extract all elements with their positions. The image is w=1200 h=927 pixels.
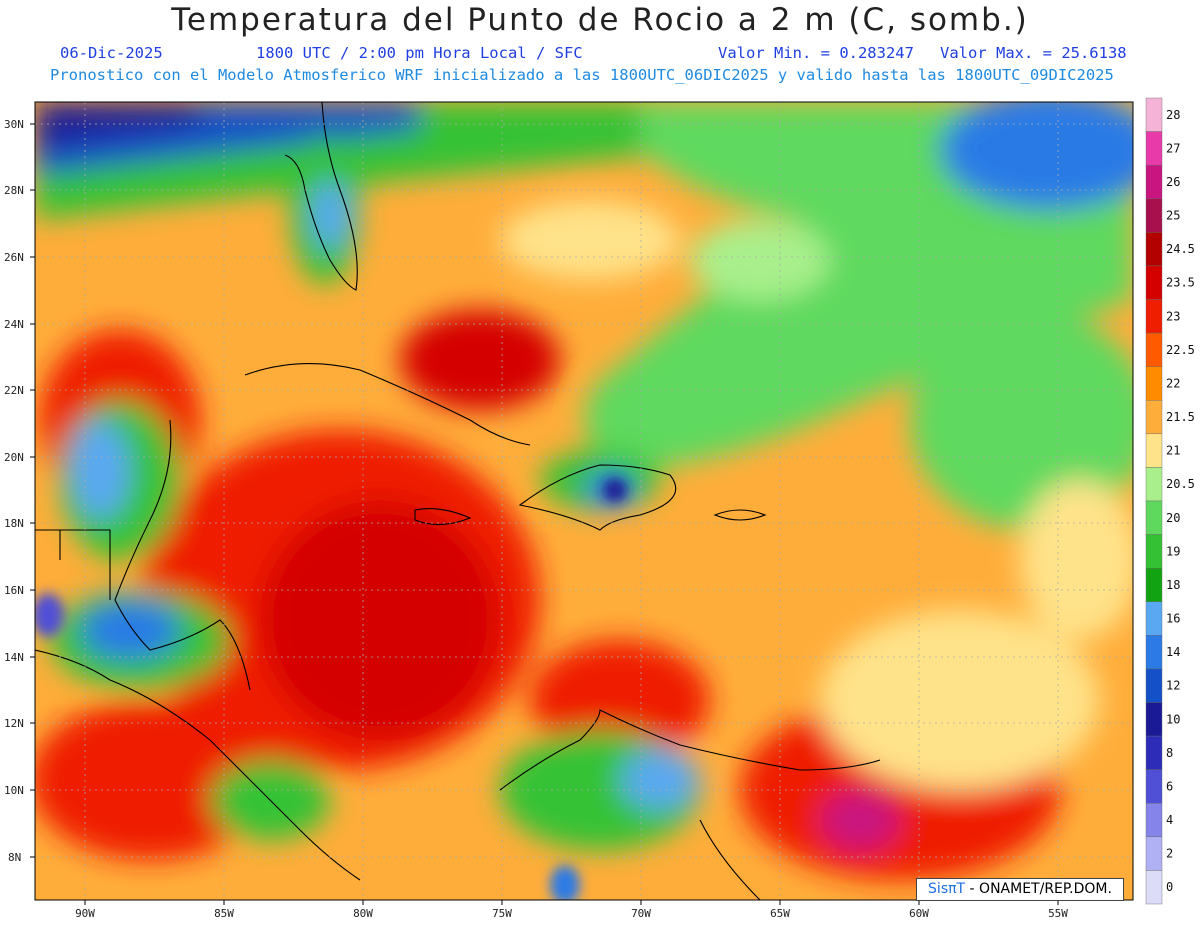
colorbar-swatch xyxy=(1145,265,1163,300)
colorbar-swatch xyxy=(1145,433,1163,468)
colorbar-swatch xyxy=(1145,131,1163,166)
lat-label: 28N xyxy=(4,184,24,197)
lon-ticks xyxy=(84,900,1059,905)
colorbar-swatch xyxy=(1145,97,1163,132)
max-value-label: Valor Max. = 25.6138 xyxy=(940,44,1127,62)
colorbar-label: 6 xyxy=(1166,779,1173,793)
colorbar-swatch xyxy=(1145,836,1163,871)
date-label: 06-Dic-2025 xyxy=(60,44,163,62)
lon-label: 60W xyxy=(909,907,929,920)
lon-label: 70W xyxy=(631,907,651,920)
model-info-label: Pronostico con el Modelo Atmosferico WRF… xyxy=(50,66,1114,84)
colorbar-swatch xyxy=(1145,635,1163,670)
colorbar-swatch xyxy=(1145,467,1163,502)
colorbar-label: 22 xyxy=(1166,376,1180,390)
colorbar-swatch xyxy=(1145,366,1163,401)
dewpoint-field xyxy=(35,102,1133,900)
colorbar-label: 16 xyxy=(1166,612,1180,626)
colorbar-swatch xyxy=(1145,232,1163,267)
colorbar-label: 23.5 xyxy=(1166,276,1195,290)
colorbar-label: 8 xyxy=(1166,746,1173,760)
lon-label: 75W xyxy=(492,907,512,920)
colorbar: 2827262524.523.52322.52221.52120.5201918… xyxy=(1145,97,1195,905)
colorbar-swatch xyxy=(1145,400,1163,435)
colorbar-label: 14 xyxy=(1166,645,1180,659)
colorbar-label: 18 xyxy=(1166,578,1180,592)
colorbar-swatch xyxy=(1145,299,1163,334)
credit-box: SisπT - ONAMET/REP.DOM. xyxy=(916,878,1124,901)
colorbar-swatch xyxy=(1145,500,1163,535)
colorbar-label: 25 xyxy=(1166,209,1180,223)
latitude-axis: 30N 28N 26N 24N 22N 20N 18N 16N 14N 12N … xyxy=(4,118,24,864)
colorbar-label: 24.5 xyxy=(1166,242,1195,256)
lat-label: 16N xyxy=(4,584,24,597)
colorbar-label: 21.5 xyxy=(1166,410,1195,424)
colorbar-label: 19 xyxy=(1166,544,1180,558)
longitude-axis: 90W 85W 80W 75W 70W 65W 60W 55W xyxy=(75,907,1068,920)
lon-label: 65W xyxy=(770,907,790,920)
lat-label: 14N xyxy=(4,651,24,664)
lat-label: 22N xyxy=(4,384,24,397)
colorbar-swatch xyxy=(1145,668,1163,703)
colorbar-label: 12 xyxy=(1166,679,1180,693)
time-info-label: 1800 UTC / 2:00 pm Hora Local / SFC xyxy=(256,44,583,62)
colorbar-label: 20.5 xyxy=(1166,477,1195,491)
colorbar-swatch xyxy=(1145,735,1163,770)
colorbar-swatch xyxy=(1145,534,1163,569)
min-value-label: Valor Min. = 0.283247 xyxy=(718,44,914,62)
colorbar-label: 2 xyxy=(1166,847,1173,861)
graticule xyxy=(35,102,1133,900)
lat-label: 20N xyxy=(4,451,24,464)
colorbar-label: 4 xyxy=(1166,813,1173,827)
map-frame xyxy=(34,101,1134,901)
colorbar-swatch xyxy=(1145,769,1163,804)
colorbar-swatch xyxy=(1145,601,1163,636)
lat-ticks xyxy=(30,123,35,858)
lat-label: 26N xyxy=(4,251,24,264)
lat-label: 8N xyxy=(8,851,21,864)
coastlines xyxy=(35,102,881,900)
colorbar-label: 10 xyxy=(1166,712,1180,726)
colorbar-label: 0 xyxy=(1166,880,1173,894)
colorbar-label: 28 xyxy=(1166,108,1180,122)
colorbar-label: 27 xyxy=(1166,141,1180,155)
lon-label: 80W xyxy=(353,907,373,920)
lon-label: 90W xyxy=(75,907,95,920)
colorbar-swatch xyxy=(1145,870,1163,905)
lat-label: 12N xyxy=(4,717,24,730)
colorbar-swatch xyxy=(1145,332,1163,367)
lat-label: 30N xyxy=(4,118,24,131)
colorbar-swatch xyxy=(1145,164,1163,199)
credit-text: - ONAMET/REP.DOM. xyxy=(965,881,1112,897)
colorbar-swatch xyxy=(1145,198,1163,233)
map-title: Temperatura del Punto de Rocio a 2 m (C,… xyxy=(171,2,1029,38)
colorbar-swatch xyxy=(1145,803,1163,838)
colorbar-swatch xyxy=(1145,567,1163,602)
sispit-logo: SisπT xyxy=(928,881,966,897)
lon-label: 85W xyxy=(214,907,234,920)
lat-label: 10N xyxy=(4,784,24,797)
lat-label: 24N xyxy=(4,318,24,331)
colorbar-label: 26 xyxy=(1166,175,1180,189)
colorbar-label: 20 xyxy=(1166,511,1180,525)
colorbar-label: 23 xyxy=(1166,309,1180,323)
lon-label: 55W xyxy=(1048,907,1068,920)
colorbar-label: 21 xyxy=(1166,444,1180,458)
colorbar-swatch xyxy=(1145,702,1163,737)
lat-label: 18N xyxy=(4,517,24,530)
colorbar-label: 22.5 xyxy=(1166,343,1195,357)
